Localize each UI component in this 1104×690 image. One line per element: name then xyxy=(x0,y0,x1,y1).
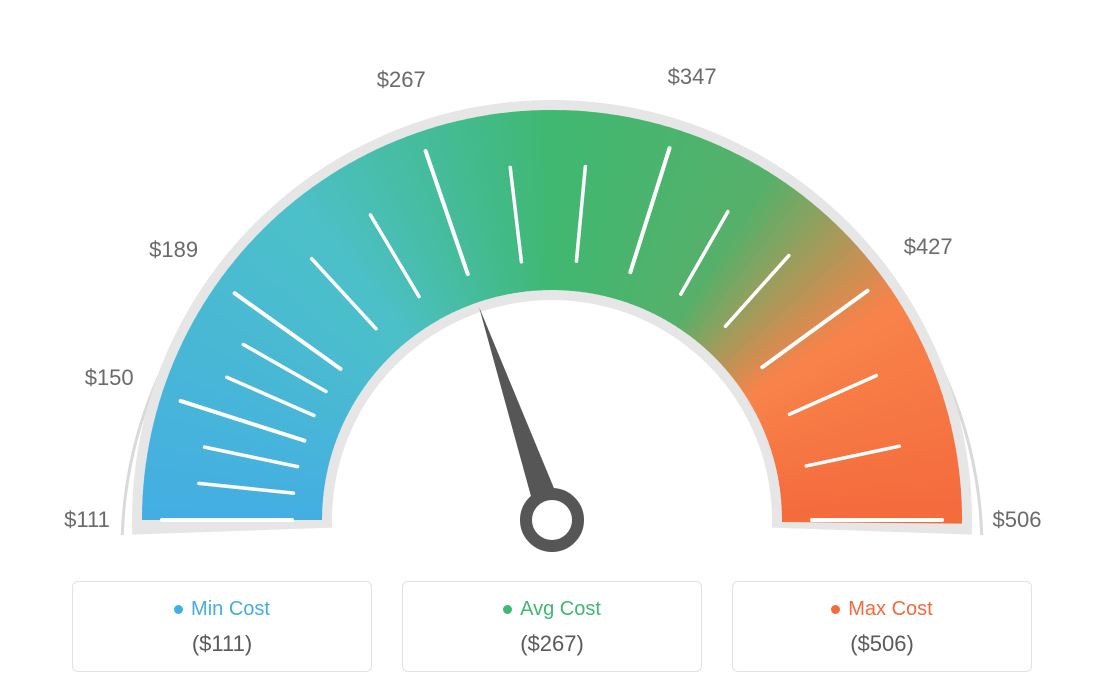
gauge-tick-label: $427 xyxy=(904,234,953,260)
legend-value-max: ($506) xyxy=(733,631,1031,657)
legend-value-avg: ($267) xyxy=(403,631,701,657)
dot-icon xyxy=(174,605,183,614)
gauge-svg xyxy=(52,40,1052,560)
legend-title-avg: Avg Cost xyxy=(503,598,601,621)
legend-value-min: ($111) xyxy=(73,631,371,657)
legend-card-max: Max Cost ($506) xyxy=(732,581,1032,672)
legend-row: Min Cost ($111) Avg Cost ($267) Max Cost… xyxy=(0,581,1104,672)
legend-card-min: Min Cost ($111) xyxy=(72,581,372,672)
legend-label-min: Min Cost xyxy=(191,598,270,621)
legend-label-max: Max Cost xyxy=(848,598,932,621)
gauge-tick-label: $267 xyxy=(377,67,426,93)
legend-card-avg: Avg Cost ($267) xyxy=(402,581,702,672)
gauge-tick-label: $150 xyxy=(85,365,134,391)
gauge-tick-label: $347 xyxy=(668,64,717,90)
gauge-tick-label: $189 xyxy=(149,237,198,263)
dot-icon xyxy=(503,605,512,614)
gauge-tick-label: $506 xyxy=(993,507,1042,533)
legend-title-min: Min Cost xyxy=(174,598,270,621)
gauge-chart: $111 $150 $189 $267 $347 $427 $506 xyxy=(52,40,1052,560)
dot-icon xyxy=(831,605,840,614)
legend-label-avg: Avg Cost xyxy=(520,598,601,621)
legend-title-max: Max Cost xyxy=(831,598,932,621)
gauge-tick-label: $111 xyxy=(64,507,110,533)
